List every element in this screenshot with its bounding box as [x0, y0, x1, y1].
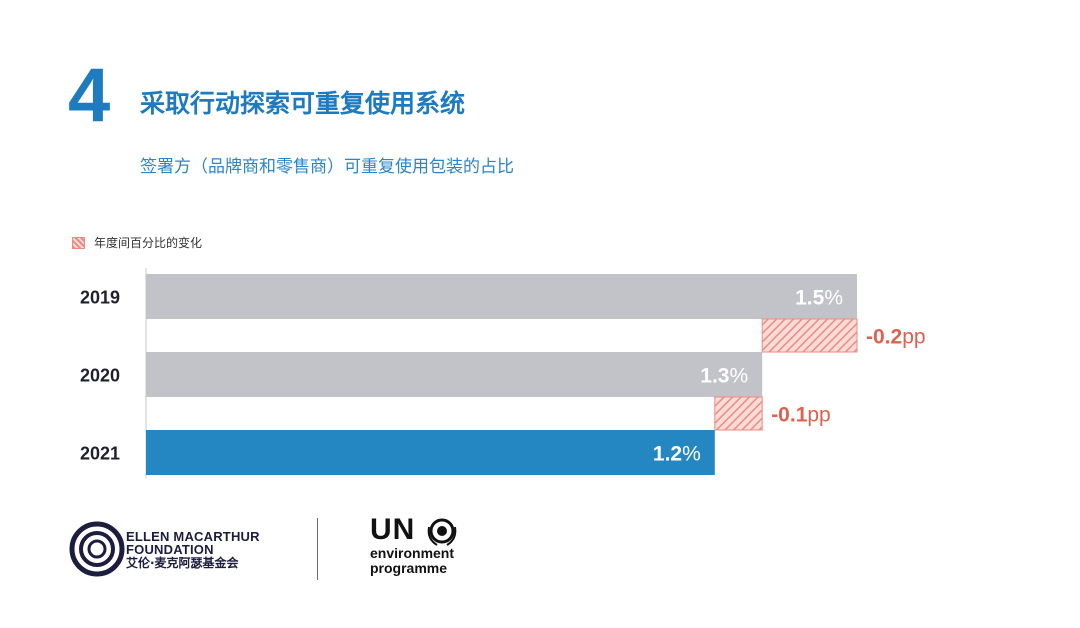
- chart-subtitle: 签署方（品牌商和零售商）可重复使用包装的占比: [140, 157, 514, 177]
- emf-name-line1: ELLEN MACARTHUR: [126, 529, 260, 544]
- emf-logo-icon: [69, 521, 125, 577]
- emf-name-line2: FOUNDATION: [126, 542, 214, 557]
- section-title: 采取行动探索可重复使用系统: [140, 89, 466, 118]
- chart-legend: 年度间百分比的变化: [72, 234, 202, 251]
- un-name-line1: UN: [370, 513, 416, 546]
- tick-label-2019: 2019: [80, 288, 120, 308]
- tick-label-2020: 2020: [80, 366, 120, 386]
- data-label-2019: 1.5%: [795, 287, 843, 310]
- emf-wordmark: ELLEN MACARTHUR FOUNDATION 艾伦·麦克阿瑟基金会: [126, 530, 260, 571]
- bar-2020: [146, 352, 763, 397]
- change-label-2021: -0.1pp: [771, 404, 831, 427]
- change-label-2020: -0.2pp: [866, 326, 926, 349]
- bar-2021: [146, 430, 715, 475]
- un-name-line2: environment: [370, 545, 455, 561]
- change-bar-2021: [714, 396, 763, 431]
- un-environment-wordmark: UN environment programme: [370, 514, 454, 576]
- un-emblem-icon: [427, 518, 457, 546]
- emf-name-chinese: 艾伦·麦克阿瑟基金会: [126, 556, 239, 570]
- data-label-2021: 1.2%: [653, 443, 701, 466]
- bar-2019: [146, 274, 857, 319]
- un-name-line3: programme: [370, 560, 448, 576]
- footer-divider: [317, 518, 318, 580]
- legend-label: 年度间百分比的变化: [94, 236, 203, 250]
- legend-swatch-change: [72, 236, 85, 249]
- data-label-2020: 1.3%: [700, 365, 748, 388]
- change-bar-2020: [761, 318, 858, 353]
- section-number: 4: [68, 53, 111, 138]
- tick-label-2021: 2021: [80, 444, 120, 464]
